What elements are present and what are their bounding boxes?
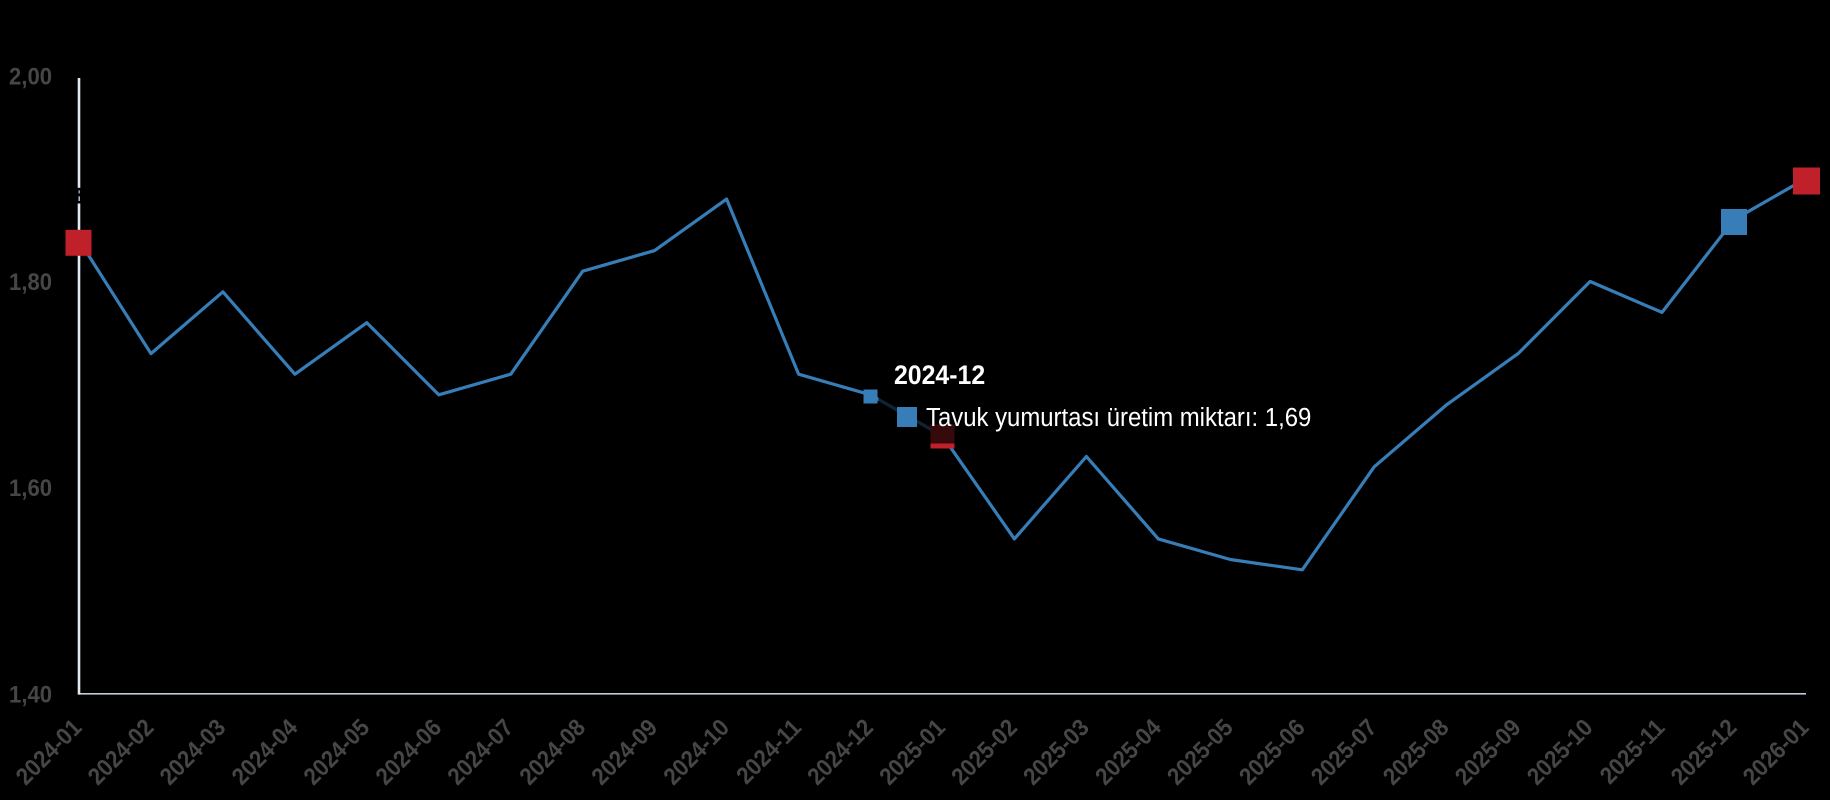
svg-text:1,80: 1,80 — [9, 268, 52, 295]
svg-text:1,40: 1,40 — [9, 681, 52, 708]
svg-text:2,00: 2,00 — [9, 63, 52, 90]
svg-text:2024-12: 2024-12 — [894, 361, 985, 390]
svg-text:1,60: 1,60 — [9, 474, 52, 501]
svg-text:Tavuk yumurtası üretim miktarı: Tavuk yumurtası üretim miktarı: 1,69 — [926, 403, 1311, 432]
